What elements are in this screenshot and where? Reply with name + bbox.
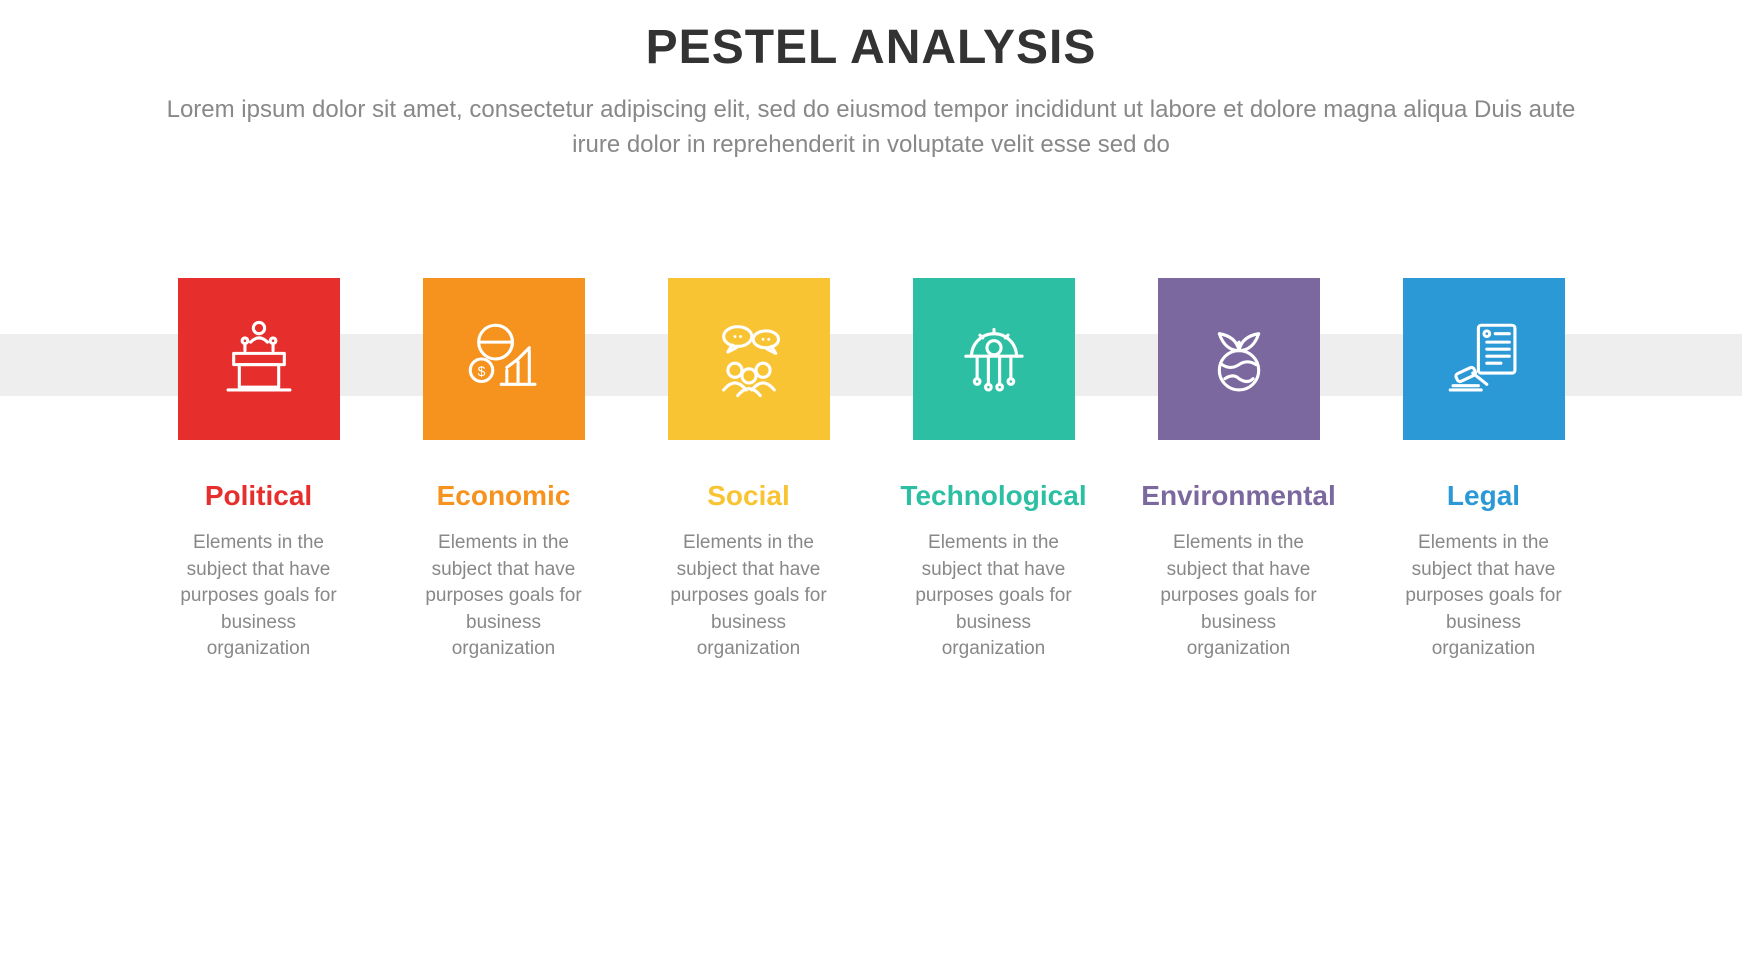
category-environmental: Environmental Elements in the subject th… (1154, 278, 1324, 663)
category-title: Legal (1447, 480, 1520, 512)
eco-icon (1194, 314, 1284, 404)
tile-social (668, 278, 830, 440)
category-title: Economic (437, 480, 571, 512)
category-title: Political (205, 480, 312, 512)
podium-icon (214, 314, 304, 404)
tile-technological (913, 278, 1075, 440)
category-political: Political Elements in the subject that h… (174, 278, 344, 663)
header: PESTEL ANALYSIS Lorem ipsum dolor sit am… (0, 0, 1742, 163)
tile-legal (1403, 278, 1565, 440)
category-title: Technological (900, 480, 1086, 512)
pestel-infographic: PESTEL ANALYSIS Lorem ipsum dolor sit am… (0, 0, 1742, 980)
svg-text:$: $ (477, 363, 485, 379)
economy-icon: $ (459, 314, 549, 404)
category-desc: Elements in the subject that have purpos… (1154, 530, 1324, 663)
category-desc: Elements in the subject that have purpos… (174, 530, 344, 663)
category-technological: Technological Elements in the subject th… (909, 278, 1079, 663)
category-desc: Elements in the subject that have purpos… (419, 530, 589, 663)
category-social: Social Elements in the subject that have… (664, 278, 834, 663)
category-legal: Legal Elements in the subject that have … (1399, 278, 1569, 663)
category-title: Environmental (1141, 480, 1335, 512)
tile-environmental (1158, 278, 1320, 440)
category-title: Social (707, 480, 789, 512)
tile-economic: $ (423, 278, 585, 440)
page-subtitle: Lorem ipsum dolor sit amet, consectetur … (151, 93, 1591, 163)
social-icon (704, 314, 794, 404)
category-desc: Elements in the subject that have purpos… (909, 530, 1079, 663)
tile-political (178, 278, 340, 440)
category-row: Political Elements in the subject that h… (0, 278, 1742, 663)
category-desc: Elements in the subject that have purpos… (1399, 530, 1569, 663)
page-title: PESTEL ANALYSIS (0, 20, 1742, 75)
legal-icon (1439, 314, 1529, 404)
category-desc: Elements in the subject that have purpos… (664, 530, 834, 663)
tech-icon (949, 314, 1039, 404)
category-economic: $ Economic Elements in the subject that … (419, 278, 589, 663)
